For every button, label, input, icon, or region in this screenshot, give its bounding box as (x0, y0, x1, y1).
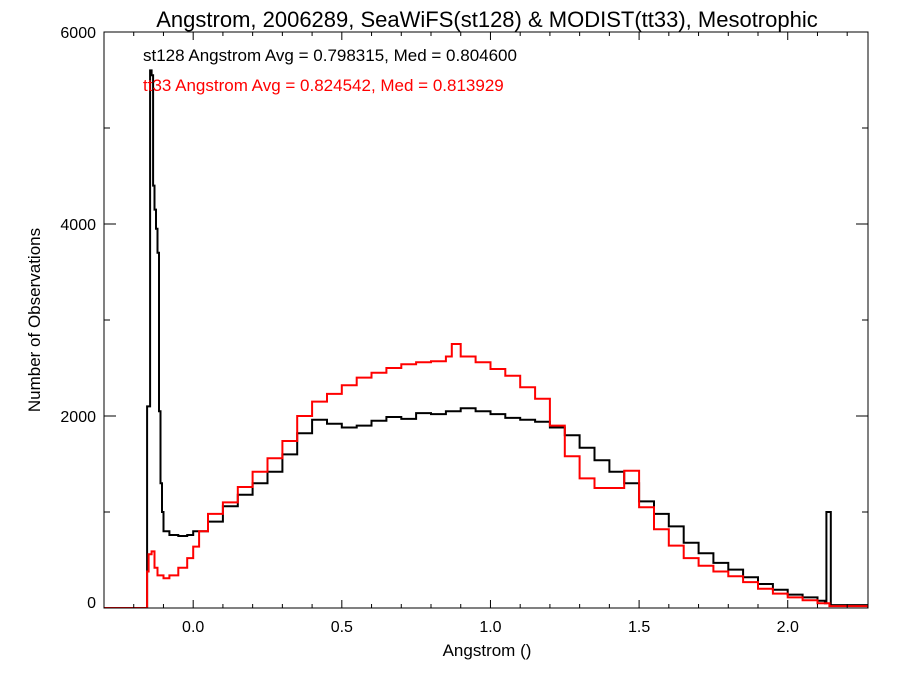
x-axis-label: Angstrom () (443, 641, 532, 660)
y-axis: 0 2000 4000 6000 (60, 25, 868, 612)
x-tick-label: 0.5 (331, 619, 353, 636)
tt33-histogram-line (104, 343, 868, 608)
y-tick-label: 0 (87, 595, 96, 612)
x-tick-label: 2.0 (777, 619, 799, 636)
x-tick-label: 0.0 (182, 619, 204, 636)
y-tick-label: 6000 (60, 25, 96, 42)
chart-title: Angstrom, 2006289, SeaWiFS(st128) & MODI… (156, 7, 817, 32)
tt33-stats-annotation: tt33 Angstrom Avg = 0.824542, Med = 0.81… (143, 76, 504, 95)
x-axis: 0.0 0.5 1.0 1.5 2.0 (133, 32, 848, 636)
y-axis-label: Number of Observations (25, 228, 44, 412)
x-tick-label: 1.0 (479, 619, 501, 636)
st128-stats-annotation: st128 Angstrom Avg = 0.798315, Med = 0.8… (143, 46, 517, 65)
y-tick-label: 2000 (60, 409, 96, 426)
x-tick-label: 1.5 (628, 619, 650, 636)
st128-histogram-line (104, 69, 868, 608)
y-tick-label: 4000 (60, 217, 96, 234)
series-layer (104, 69, 868, 608)
